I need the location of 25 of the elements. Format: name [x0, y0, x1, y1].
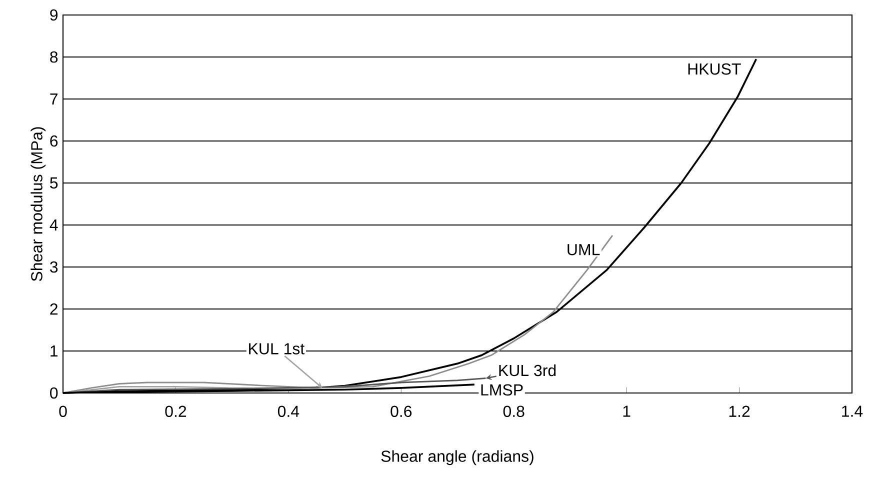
x-axis-title: Shear angle (radians): [381, 450, 534, 466]
x-tick-label: 0.8: [503, 406, 524, 418]
y-tick-label: 6: [50, 135, 58, 147]
text: KUL 1st: [249, 343, 305, 354]
y-tick-label: 7: [50, 94, 58, 105]
x-tick-label: 1.4: [842, 406, 863, 417]
y-tick-label: 0: [50, 387, 58, 399]
series-label: UML: [568, 244, 600, 256]
x-tick-label: 1.2: [729, 406, 750, 417]
y-tick-label: 9: [50, 9, 58, 21]
y-tick-label: 2: [50, 303, 58, 315]
series-label: LMSP: [481, 384, 523, 396]
y-tick-label: 8: [50, 51, 58, 63]
y-tick-label: 3: [50, 261, 58, 273]
legend-label: KUL 3rd: [499, 364, 556, 376]
y-tick-label: 1: [50, 345, 58, 356]
series-label: HKUST: [688, 63, 741, 75]
y-tick-label: 5: [50, 177, 58, 189]
x-tick-label: 0: [59, 406, 67, 418]
y-axis-title: Shear modulus (MPa): [30, 127, 46, 282]
x-tick-label: 0.4: [278, 406, 300, 418]
x-tick-label: 0.6: [390, 406, 412, 418]
y-tick-label: 4: [50, 220, 58, 230]
x-tick-label: 1: [623, 406, 630, 417]
x-tick-label: 0.2: [165, 406, 186, 418]
